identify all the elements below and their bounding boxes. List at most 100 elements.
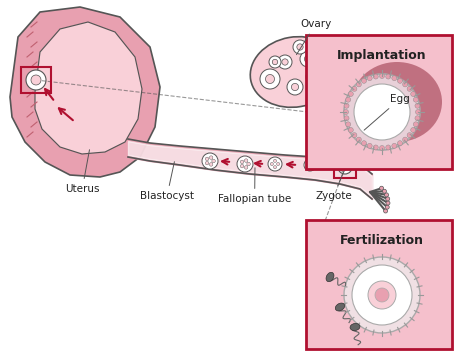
Circle shape bbox=[344, 74, 420, 150]
Circle shape bbox=[380, 186, 383, 190]
Circle shape bbox=[317, 59, 323, 65]
Circle shape bbox=[413, 97, 418, 102]
Circle shape bbox=[398, 78, 403, 83]
Circle shape bbox=[385, 205, 389, 209]
Text: Ovary: Ovary bbox=[296, 19, 331, 55]
Circle shape bbox=[415, 103, 420, 108]
Circle shape bbox=[345, 163, 349, 167]
Circle shape bbox=[212, 159, 215, 163]
Circle shape bbox=[291, 84, 299, 91]
Circle shape bbox=[368, 281, 396, 309]
Polygon shape bbox=[35, 22, 142, 154]
Circle shape bbox=[340, 166, 345, 171]
Ellipse shape bbox=[350, 323, 360, 331]
Circle shape bbox=[384, 209, 387, 213]
Circle shape bbox=[31, 75, 41, 85]
Circle shape bbox=[245, 159, 248, 162]
Circle shape bbox=[338, 160, 352, 174]
Circle shape bbox=[367, 76, 372, 81]
Circle shape bbox=[403, 137, 408, 142]
Circle shape bbox=[287, 79, 303, 95]
Circle shape bbox=[373, 145, 378, 150]
Text: Uterus: Uterus bbox=[65, 150, 99, 194]
Text: Fertilization: Fertilization bbox=[340, 234, 424, 247]
Circle shape bbox=[266, 75, 274, 84]
Ellipse shape bbox=[335, 303, 345, 311]
Ellipse shape bbox=[326, 272, 334, 282]
Circle shape bbox=[269, 56, 281, 68]
Circle shape bbox=[349, 127, 353, 132]
Circle shape bbox=[392, 143, 397, 148]
Circle shape bbox=[273, 59, 278, 65]
Circle shape bbox=[380, 146, 385, 151]
Circle shape bbox=[309, 161, 311, 164]
Circle shape bbox=[344, 103, 349, 108]
Circle shape bbox=[373, 74, 378, 79]
Ellipse shape bbox=[250, 37, 340, 107]
Circle shape bbox=[297, 44, 303, 50]
Circle shape bbox=[240, 164, 244, 168]
Circle shape bbox=[407, 133, 412, 138]
Circle shape bbox=[380, 74, 385, 79]
Circle shape bbox=[344, 257, 420, 333]
Circle shape bbox=[293, 40, 307, 54]
Circle shape bbox=[352, 133, 357, 138]
Circle shape bbox=[273, 166, 277, 169]
Circle shape bbox=[344, 110, 349, 115]
Text: Zygote: Zygote bbox=[315, 172, 352, 201]
Circle shape bbox=[407, 86, 412, 91]
Text: Fallopian tube: Fallopian tube bbox=[218, 168, 291, 204]
Circle shape bbox=[361, 78, 366, 83]
Circle shape bbox=[382, 189, 387, 193]
Circle shape bbox=[361, 141, 366, 146]
Circle shape bbox=[245, 166, 248, 169]
Circle shape bbox=[304, 159, 316, 171]
Circle shape bbox=[278, 55, 292, 69]
Circle shape bbox=[411, 91, 416, 96]
Circle shape bbox=[273, 159, 277, 162]
Circle shape bbox=[386, 145, 391, 150]
Circle shape bbox=[306, 164, 309, 166]
Circle shape bbox=[413, 122, 418, 127]
Circle shape bbox=[305, 55, 311, 62]
Circle shape bbox=[309, 166, 311, 169]
Circle shape bbox=[314, 56, 326, 68]
Circle shape bbox=[354, 129, 370, 145]
Circle shape bbox=[311, 164, 314, 166]
Ellipse shape bbox=[352, 62, 442, 142]
Circle shape bbox=[205, 161, 209, 165]
Circle shape bbox=[300, 51, 316, 67]
Circle shape bbox=[209, 163, 213, 166]
Circle shape bbox=[268, 157, 282, 171]
Circle shape bbox=[202, 153, 218, 169]
Circle shape bbox=[415, 110, 420, 115]
Circle shape bbox=[386, 74, 391, 79]
Text: Egg: Egg bbox=[364, 94, 410, 130]
Circle shape bbox=[247, 162, 251, 166]
Circle shape bbox=[277, 162, 280, 166]
Circle shape bbox=[375, 288, 389, 302]
Circle shape bbox=[356, 82, 361, 87]
Text: Blastocyst: Blastocyst bbox=[140, 162, 194, 201]
Circle shape bbox=[367, 143, 372, 148]
Circle shape bbox=[403, 82, 408, 87]
Circle shape bbox=[282, 59, 288, 65]
FancyBboxPatch shape bbox=[306, 35, 452, 169]
Circle shape bbox=[270, 162, 273, 166]
Polygon shape bbox=[10, 7, 160, 177]
Circle shape bbox=[356, 137, 361, 142]
Circle shape bbox=[411, 127, 416, 132]
Circle shape bbox=[209, 156, 213, 159]
Text: Implantation: Implantation bbox=[337, 49, 427, 62]
Circle shape bbox=[306, 68, 324, 86]
Circle shape bbox=[344, 116, 349, 121]
Circle shape bbox=[354, 84, 410, 140]
Circle shape bbox=[398, 141, 403, 146]
Circle shape bbox=[346, 122, 351, 127]
Circle shape bbox=[385, 193, 388, 197]
Circle shape bbox=[237, 156, 253, 172]
Circle shape bbox=[352, 86, 357, 91]
Circle shape bbox=[415, 116, 420, 121]
Circle shape bbox=[260, 69, 280, 89]
Circle shape bbox=[205, 157, 209, 161]
